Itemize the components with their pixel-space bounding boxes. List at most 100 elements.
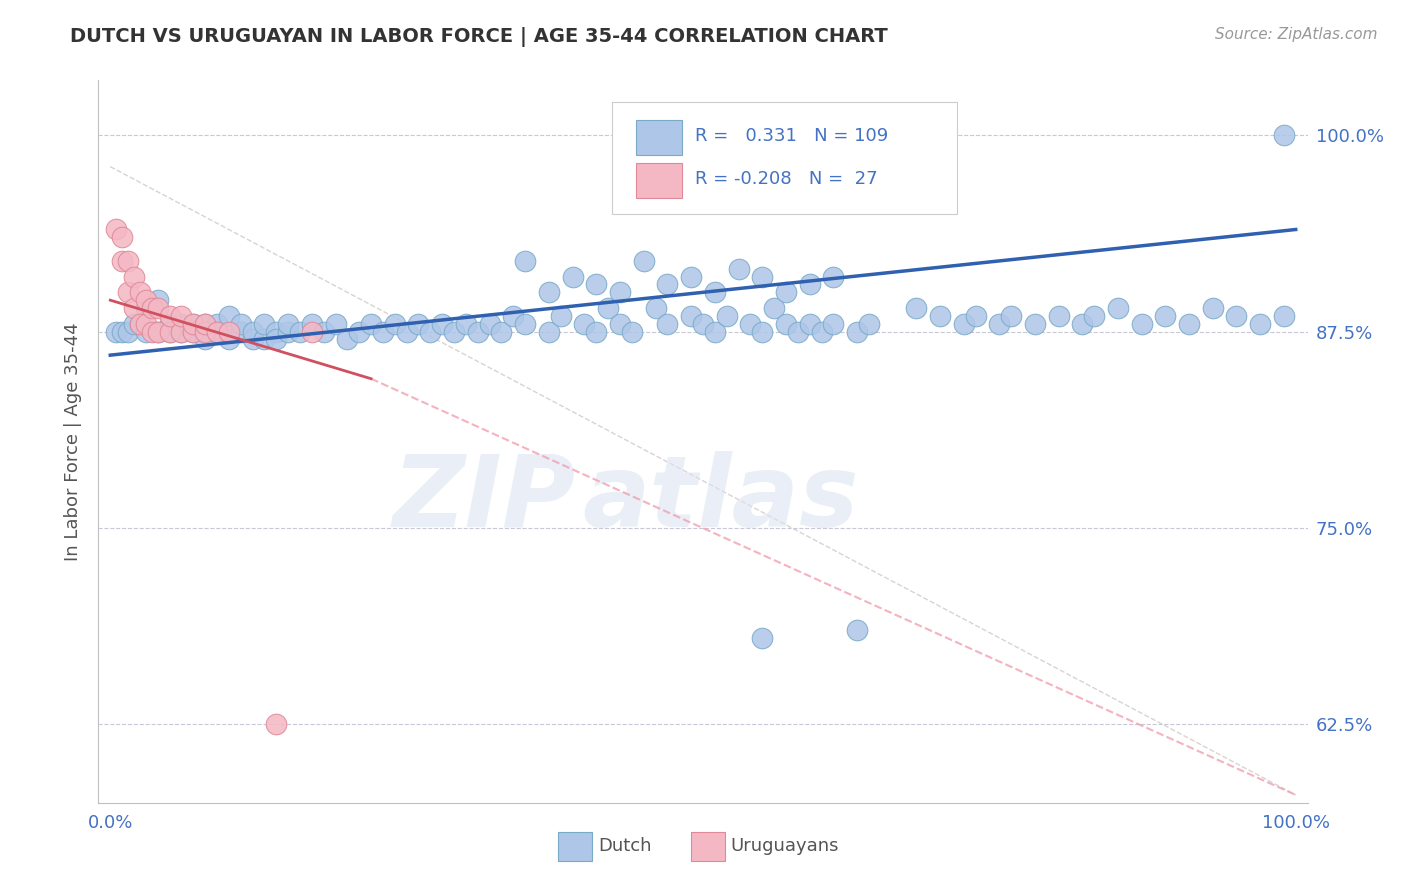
Point [111, 325, 134, 339]
Point [301, 317, 323, 331]
Point [763, 301, 786, 315]
Point [703, 285, 725, 300]
Point [657, 317, 679, 331]
Point [644, 301, 666, 315]
Point [181, 325, 204, 339]
Point [703, 325, 725, 339]
Point [408, 317, 430, 331]
Point [194, 317, 217, 331]
Point [170, 325, 193, 339]
Point [633, 253, 655, 268]
Point [1272, 128, 1295, 143]
Point [515, 317, 537, 331]
Point [129, 317, 152, 331]
Point [609, 285, 631, 300]
Point [1154, 309, 1177, 323]
Point [550, 309, 572, 323]
Point [657, 277, 679, 292]
Point [135, 293, 157, 308]
Point [347, 325, 370, 339]
Point [205, 325, 228, 339]
Text: Source: ZipAtlas.com: Source: ZipAtlas.com [1215, 27, 1378, 42]
Point [1083, 309, 1105, 323]
Point [561, 269, 583, 284]
Point [858, 317, 880, 331]
Point [205, 317, 228, 331]
Text: atlas: atlas [582, 450, 859, 548]
Point [515, 253, 537, 268]
Point [775, 317, 797, 331]
Point [229, 317, 252, 331]
Point [823, 317, 845, 331]
Point [146, 325, 169, 339]
Point [371, 325, 394, 339]
Point [609, 317, 631, 331]
Bar [558, 831, 592, 861]
Y-axis label: In Labor Force | Age 35-44: In Labor Force | Age 35-44 [65, 322, 83, 561]
Point [1107, 301, 1129, 315]
Point [692, 317, 714, 331]
Point [242, 325, 264, 339]
Point [360, 317, 382, 331]
Point [799, 277, 821, 292]
Point [117, 325, 139, 339]
FancyBboxPatch shape [613, 102, 957, 214]
Point [129, 317, 152, 331]
Point [1071, 317, 1094, 331]
Point [432, 317, 454, 331]
Point [159, 325, 181, 339]
Point [965, 309, 987, 323]
Point [181, 317, 204, 331]
Point [135, 301, 157, 315]
Point [1178, 317, 1201, 331]
Point [846, 623, 869, 637]
Point [170, 309, 193, 323]
Point [727, 261, 749, 276]
Point [264, 325, 287, 339]
Point [159, 325, 181, 339]
Point [1225, 309, 1247, 323]
Bar [637, 120, 682, 154]
Point [325, 317, 347, 331]
Point [620, 325, 643, 339]
Bar [690, 831, 724, 861]
Point [478, 317, 501, 331]
Point [218, 325, 240, 339]
Point [181, 317, 204, 331]
Point [740, 317, 762, 331]
Point [194, 333, 217, 347]
Point [952, 317, 974, 331]
Point [170, 325, 193, 339]
Point [751, 269, 773, 284]
Point [681, 309, 703, 323]
Point [775, 285, 797, 300]
Point [242, 333, 264, 347]
Point [929, 309, 952, 323]
Point [253, 317, 276, 331]
Point [111, 253, 134, 268]
Point [181, 325, 204, 339]
Point [1249, 317, 1271, 331]
Point [1202, 301, 1225, 315]
Text: ZIP: ZIP [394, 450, 576, 548]
Point [288, 325, 311, 339]
Point [1047, 309, 1070, 323]
Point [799, 317, 821, 331]
Point [253, 333, 276, 347]
Point [122, 317, 145, 331]
Point [384, 317, 406, 331]
Point [141, 325, 163, 339]
Point [395, 325, 418, 339]
Point [194, 325, 217, 339]
Point [105, 222, 128, 236]
Point [443, 325, 465, 339]
Point [122, 269, 145, 284]
Point [846, 325, 869, 339]
Point [574, 317, 596, 331]
Point [751, 325, 773, 339]
Point [194, 317, 217, 331]
Point [905, 301, 928, 315]
Point [111, 230, 134, 244]
Point [218, 333, 240, 347]
Point [823, 269, 845, 284]
